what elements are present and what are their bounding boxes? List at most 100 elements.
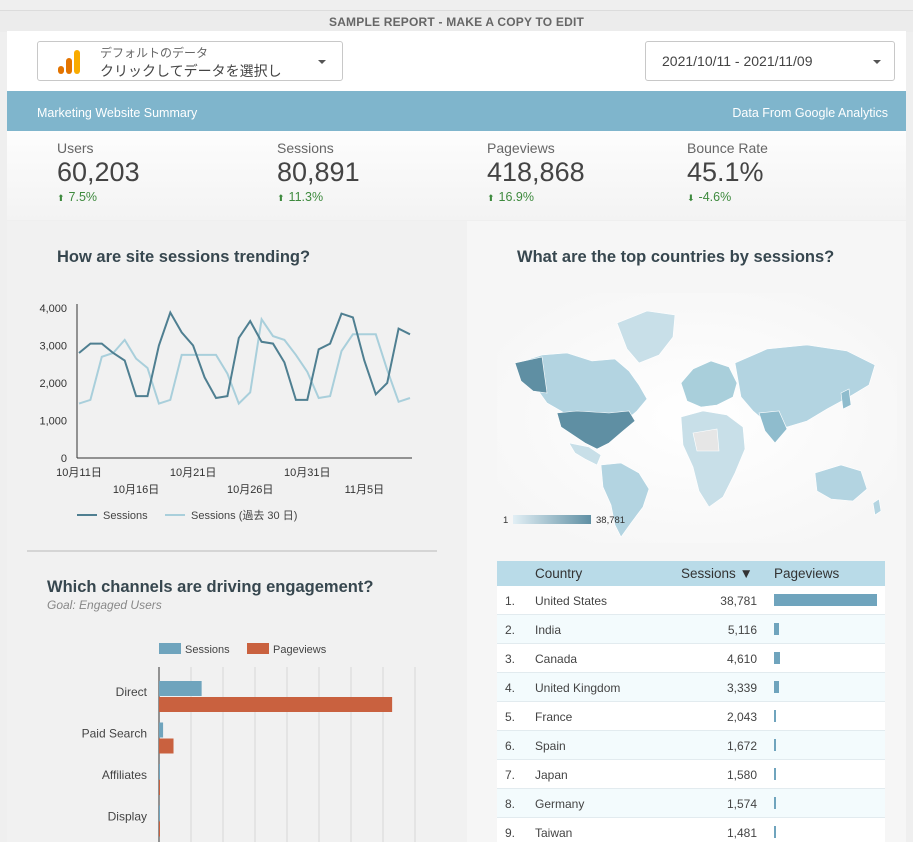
legend-swatch-pageviews (247, 643, 269, 654)
india-region[interactable] (758, 410, 788, 444)
legend-swatch-sessions (159, 643, 181, 654)
data-source-selector[interactable]: デフォルトのデータ クリックしてデータを選択し (37, 41, 343, 81)
sessions-trend-chart[interactable]: 4,000 3,000 2,000 1,000 0 10月11日 10月21日 10月31日 1… (27, 296, 467, 526)
row-number: 2. (505, 623, 516, 637)
kpi-delta-value: -4.6% (698, 190, 732, 204)
kpi-delta-value: 16.9% (498, 190, 534, 204)
arrow-up-icon: ⬆ (57, 193, 65, 203)
channels-chart-subtitle: Goal: Engaged Users (47, 598, 162, 612)
x-tick-label: 10月26日 (227, 484, 273, 496)
x-tick-label: 10月11日 (56, 467, 102, 479)
row-number: 9. (505, 826, 516, 840)
kpi-scorecards: Users 60,203 ⬆ 7.5% Sessions 80,891 ⬆ 11.3… (7, 131, 906, 220)
x-tick-label: 10月16日 (113, 484, 159, 496)
section-divider (27, 550, 437, 552)
x-tick-label: 10月31日 (284, 467, 330, 479)
column-header-sessions[interactable]: Sessions ▼ (681, 566, 753, 581)
no-data-region (692, 428, 720, 452)
country-cell: France (535, 710, 573, 724)
world-map[interactable]: 1 38,781 (497, 293, 897, 543)
alaska-region[interactable] (514, 356, 548, 394)
row-number: 7. (505, 768, 516, 782)
bar-pageviews (159, 821, 160, 837)
pageviews-bar (774, 739, 776, 751)
data-source-prompt: クリックしてデータを選択し (100, 64, 282, 80)
arrow-up-icon: ⬆ (277, 193, 285, 203)
y-tick-label: 4,000 (39, 303, 67, 315)
arrow-up-icon: ⬆ (487, 193, 495, 203)
summary-banner: Marketing Website Summary Data From Goog… (7, 91, 906, 131)
bar-sessions (159, 764, 160, 779)
row-number: 5. (505, 710, 516, 724)
column-header-country[interactable]: Country (535, 566, 583, 581)
table-row[interactable]: 5. France 2,043 (497, 702, 885, 731)
united-states-region[interactable] (556, 410, 636, 450)
japan-region[interactable] (840, 388, 852, 410)
pageviews-bar (774, 652, 780, 664)
new-zealand-region[interactable] (872, 498, 882, 516)
pageviews-bar (774, 768, 777, 780)
kpi-value: 80,891 (277, 157, 360, 187)
row-number: 8. (505, 797, 516, 811)
legend-label-pageviews: Pageviews (273, 644, 327, 656)
kpi-users: Users 60,203 ⬆ 7.5% (57, 140, 140, 204)
bar-pageviews (159, 780, 160, 795)
bar-sessions (159, 722, 164, 738)
pageviews-bar (774, 623, 779, 635)
sessions-cell: 2,043 (726, 710, 757, 724)
table-header: Country Sessions ▼ Pageviews (497, 561, 885, 586)
channels-bar-chart[interactable]: Sessions Pageviews Direct Paid Search Affili… (7, 617, 447, 842)
row-number: 4. (505, 681, 516, 695)
legend-label-previous: Sessions (過去 30 日) (191, 509, 297, 522)
banner-title: Marketing Website Summary (37, 106, 198, 120)
chevron-down-icon (318, 60, 326, 64)
data-source-label: デフォルトのデータ (100, 46, 209, 60)
pageviews-bar (774, 710, 777, 722)
sessions-cell: 1,481 (726, 826, 757, 840)
trend-chart-title: How are site sessions trending? (57, 248, 311, 266)
map-legend-gradient (513, 515, 591, 524)
table-row[interactable]: 3. Canada 4,610 (497, 644, 885, 673)
column-header-pageviews[interactable]: Pageviews (774, 566, 840, 581)
australia-region[interactable] (814, 464, 868, 502)
kpi-value: 45.1% (687, 157, 764, 187)
kpi-label: Users (57, 140, 94, 156)
europe-region[interactable] (680, 360, 738, 408)
sessions-cell: 1,574 (726, 797, 757, 811)
table-row[interactable]: 2. India 5,116 (497, 615, 885, 644)
pageviews-bar (774, 594, 877, 606)
country-cell: United States (535, 594, 608, 608)
row-number: 1. (505, 594, 516, 608)
pageviews-bar (774, 681, 779, 693)
table-row[interactable]: 9. Taiwan 1,481 (497, 818, 885, 842)
kpi-label: Pageviews (487, 140, 555, 156)
pageviews-bar (774, 797, 776, 809)
sessions-cell: 5,116 (727, 623, 757, 637)
category-label: Display (108, 810, 147, 824)
date-range-selector[interactable]: 2021/10/11 - 2021/11/09 (645, 41, 895, 81)
table-row[interactable]: 4. United Kingdom 3,339 (497, 673, 885, 702)
x-tick-label: 10月21日 (170, 467, 216, 479)
greenland-region[interactable] (616, 310, 676, 364)
sessions-cell: 1,580 (726, 768, 757, 782)
table-row[interactable]: 7. Japan 1,580 (497, 760, 885, 789)
y-tick-label: 0 (61, 453, 67, 465)
country-cell: Japan (535, 768, 568, 782)
country-cell: Canada (535, 652, 578, 666)
asia-region[interactable] (734, 344, 876, 428)
banner-source: Data From Google Analytics (732, 106, 888, 120)
table-row[interactable]: 1. United States 38,781 (497, 586, 885, 615)
table-row[interactable]: 6. Spain 1,672 (497, 731, 885, 760)
row-number: 6. (505, 739, 516, 753)
mexico-region[interactable] (568, 442, 602, 466)
table-row[interactable]: 8. Germany 1,574 (497, 789, 885, 818)
south-america-region[interactable] (600, 462, 650, 538)
bar-sessions (159, 805, 160, 821)
category-label: Affiliates (102, 768, 147, 782)
kpi-delta: ⬆ 16.9% (487, 190, 585, 204)
right-panel: What are the top countries by sessions? … (467, 221, 906, 842)
category-label: Paid Search (82, 727, 147, 741)
kpi-bounce-rate: Bounce Rate 45.1% ⬇ -4.6% (687, 140, 768, 204)
kpi-label: Bounce Rate (687, 140, 768, 156)
country-table: Country Sessions ▼ Pageviews 1. United St… (497, 561, 885, 842)
